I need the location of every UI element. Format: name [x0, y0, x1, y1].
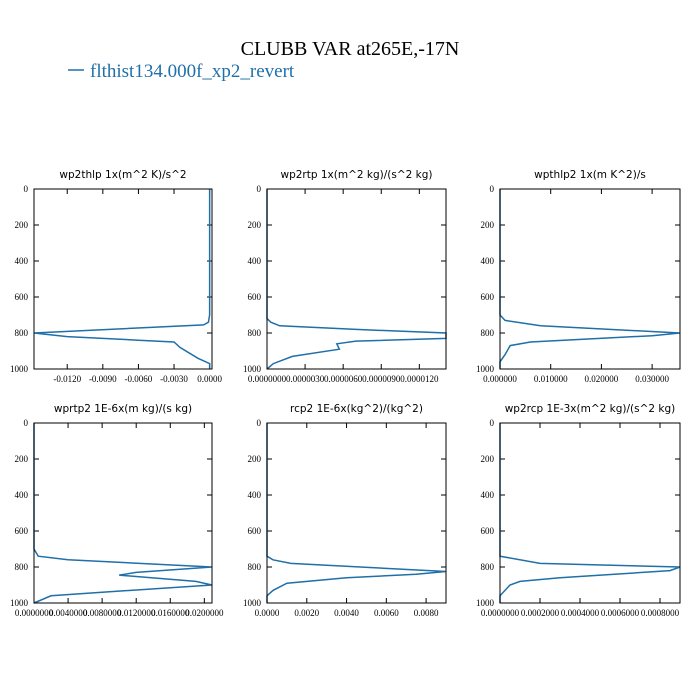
- panel-title: wpthlp2 1x(m K^2)/s: [534, 169, 646, 181]
- x-tick-label: 0.0000: [255, 608, 280, 618]
- profile-line: [266, 189, 447, 370]
- x-tick-label: 0.0000090: [362, 374, 401, 384]
- x-tick-label: -0.0060: [125, 374, 153, 384]
- x-tick-label: 0.010000: [534, 374, 568, 384]
- y-tick-label: 200: [481, 454, 495, 464]
- x-tick-label: 0.0120000: [117, 608, 156, 618]
- panel-title: rcp2 1E-6x(kg^2)/(kg^2): [290, 403, 423, 415]
- y-tick-label: 0: [24, 184, 29, 194]
- y-tick-label: 600: [481, 292, 495, 302]
- profile-line: [499, 189, 681, 369]
- y-tick-label: 600: [248, 292, 262, 302]
- panel-title: wp2rtp 1x(m^2 kg)/(s^2 kg): [280, 169, 432, 181]
- y-tick-label: 800: [481, 328, 495, 338]
- panel-title: wprtp2 1E-6x(m kg)/(s kg): [54, 403, 192, 415]
- x-tick-label: 0.0008000: [641, 608, 680, 618]
- y-tick-label: 200: [248, 454, 262, 464]
- x-tick-label: 0.0020: [294, 608, 319, 618]
- y-tick-label: 0: [257, 418, 262, 428]
- y-tick-label: 800: [248, 562, 262, 572]
- x-tick-label: 0.0160000: [151, 608, 190, 618]
- y-tick-label: 600: [15, 526, 29, 536]
- x-tick-label: 0.020000: [585, 374, 619, 384]
- y-tick-label: 800: [248, 328, 262, 338]
- plot-frame: [266, 188, 447, 370]
- x-tick-label: 0.030000: [635, 374, 669, 384]
- x-tick-label: 0.0080: [414, 608, 439, 618]
- y-tick-label: 0: [490, 418, 495, 428]
- x-tick-label: 0.0000000: [481, 608, 520, 618]
- x-tick-label: -0.0090: [89, 374, 117, 384]
- x-tick-label: 0.0004000: [561, 608, 600, 618]
- y-tick-label: 800: [15, 328, 29, 338]
- profile-line: [266, 423, 447, 603]
- x-tick-label: 0.0000060: [324, 374, 363, 384]
- y-tick-label: 800: [15, 562, 29, 572]
- x-tick-label: 0.0080000: [83, 608, 122, 618]
- plot-frame: [499, 422, 681, 604]
- y-tick-label: 0: [490, 184, 495, 194]
- plot-frame: [33, 422, 213, 604]
- x-tick-label: 0.0000000: [248, 374, 287, 384]
- plot-frame: [266, 422, 447, 604]
- x-tick-label: 0.0000120: [400, 374, 439, 384]
- y-tick-label: 1000: [476, 598, 495, 608]
- y-tick-label: 400: [481, 256, 495, 266]
- x-tick-label: 0.0000030: [286, 374, 325, 384]
- y-tick-label: 200: [481, 220, 495, 230]
- y-tick-label: 600: [248, 526, 262, 536]
- y-tick-label: 1000: [10, 598, 29, 608]
- y-tick-label: 200: [15, 454, 29, 464]
- profile-line: [33, 423, 213, 604]
- panel-title: wp2thlp 1x(m^2 K)/s^2: [59, 169, 186, 181]
- x-tick-label: 0.0000000: [15, 608, 54, 618]
- x-tick-label: 0.0002000: [521, 608, 560, 618]
- y-tick-label: 200: [15, 220, 29, 230]
- y-tick-label: 400: [15, 490, 29, 500]
- y-tick-label: 400: [15, 256, 29, 266]
- plot-frame: [499, 188, 681, 370]
- x-tick-label: -0.0120: [53, 374, 81, 384]
- plot-frame: [33, 188, 213, 370]
- profile-line: [499, 423, 681, 603]
- x-tick-label: 0.0060: [374, 608, 399, 618]
- y-tick-label: 200: [248, 220, 262, 230]
- x-tick-label: 0.0040000: [49, 608, 88, 618]
- y-tick-label: 400: [481, 490, 495, 500]
- legend-label: flthist134.000f_xp2_revert: [90, 61, 295, 82]
- x-tick-label: 0.0200000: [185, 608, 224, 618]
- panel-title: wp2rcp 1E-3x(m^2 kg)/(s^2 kg): [505, 403, 676, 415]
- profile-line: [33, 189, 211, 369]
- y-tick-label: 400: [248, 490, 262, 500]
- y-tick-label: 0: [24, 418, 29, 428]
- y-tick-label: 600: [15, 292, 29, 302]
- figure-title: CLUBB VAR at265E,-17N: [241, 38, 460, 60]
- y-tick-label: 1000: [243, 364, 262, 374]
- y-tick-label: 0: [257, 184, 262, 194]
- y-tick-label: 800: [481, 562, 495, 572]
- y-tick-label: 600: [481, 526, 495, 536]
- y-tick-label: 1000: [243, 598, 262, 608]
- y-tick-label: 1000: [10, 364, 29, 374]
- x-tick-label: 0.0006000: [601, 608, 640, 618]
- x-tick-label: -0.0030: [160, 374, 188, 384]
- x-tick-label: 0.0000: [197, 374, 222, 384]
- x-tick-label: 0.0040: [334, 608, 359, 618]
- y-tick-label: 400: [248, 256, 262, 266]
- y-tick-label: 1000: [476, 364, 495, 374]
- x-tick-label: 0.000000: [483, 374, 517, 384]
